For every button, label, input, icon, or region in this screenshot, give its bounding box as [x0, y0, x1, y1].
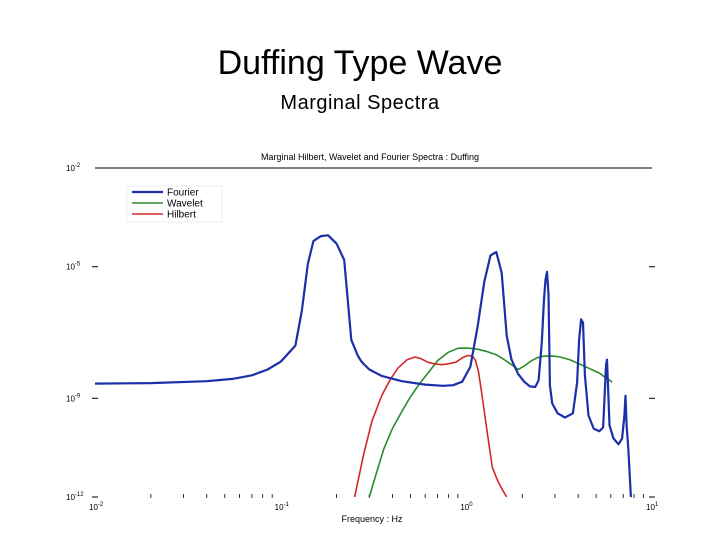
x-tick-label: 10-1: [275, 502, 290, 512]
x-tick-label: 10-2: [89, 502, 104, 512]
slide-title: Duffing Type Wave: [217, 44, 503, 82]
axes: [92, 167, 655, 498]
series-line-fourier: [95, 234, 632, 497]
y-tick-label: 10-9: [66, 393, 81, 403]
series-line-hilbert: [353, 354, 508, 497]
y-tick-label: 10-5: [66, 262, 81, 272]
x-axis-label: Frequency : Hz: [341, 514, 403, 524]
y-tick-label: 10-2: [66, 163, 81, 173]
legend-label-wavelet: Wavelet: [167, 199, 203, 210]
x-tick-label: 101: [646, 502, 659, 512]
legend-label-fourier: Fourier: [167, 188, 199, 199]
y-tick-label: 10-12: [66, 492, 84, 502]
series-line-wavelet: [368, 347, 613, 497]
series-lines: [95, 234, 632, 497]
slide-subtitle: Marginal Spectra: [280, 92, 440, 114]
tick-labels: 10-2 10-5 10-9 10-12 10-2 10-1 100 101: [66, 163, 659, 512]
x-tick-label: 100: [460, 502, 473, 512]
legend-label-hilbert: Hilbert: [167, 210, 196, 221]
chart-title: Marginal Hilbert, Wavelet and Fourier Sp…: [261, 152, 479, 162]
